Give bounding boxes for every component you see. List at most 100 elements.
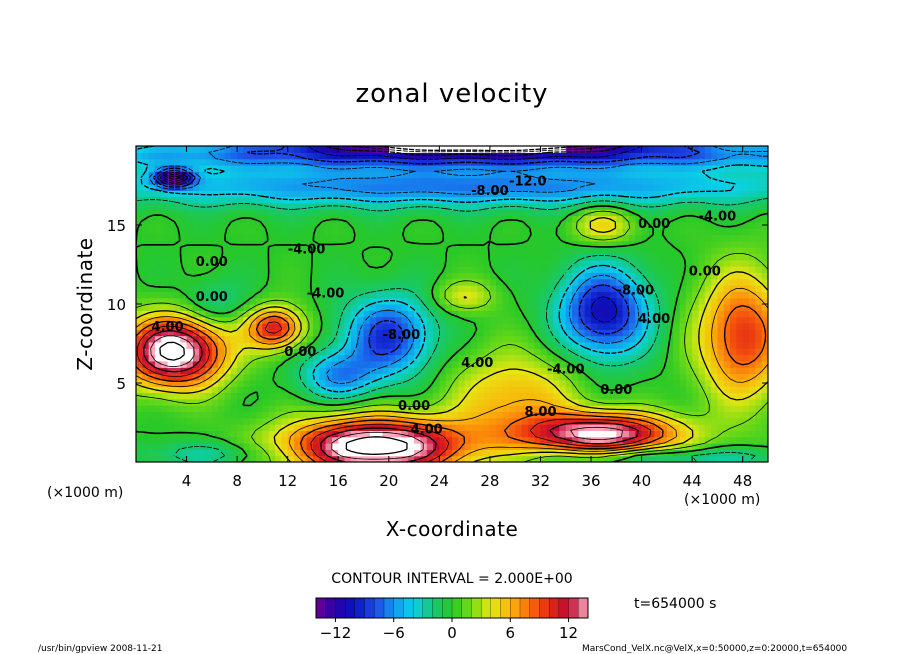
heatmap-cell [559,247,567,255]
heatmap-cell [553,373,561,381]
heatmap-cell [211,424,219,431]
heatmap-cell [426,221,434,229]
heatmap-cell [749,183,756,191]
heatmap-cell [736,417,744,425]
heatmap-cell [483,221,491,229]
chart-title: zonal velocity [355,79,548,109]
heatmap-cell [363,221,371,229]
heatmap-cell [736,152,744,160]
heatmap-cell [502,348,510,356]
heatmap-cell [698,183,706,191]
heatmap-cell [249,272,257,280]
heatmap-cell [723,253,731,261]
heatmap-cell [502,304,510,311]
heatmap-cell [426,310,434,318]
heatmap-cell [167,455,175,462]
heatmap-cell [553,209,561,217]
heatmap-cell [755,367,763,375]
heatmap-cell [173,228,181,236]
heatmap-cell [654,247,662,255]
heatmap-cell [357,266,365,273]
heatmap-cell [704,430,712,438]
heatmap-cell [414,221,421,229]
heatmap-cell [363,234,371,242]
heatmap-cell [395,367,403,375]
heatmap-cell [647,424,655,431]
heatmap-cell [483,152,491,160]
heatmap-cell [262,398,270,406]
heatmap-cell [142,316,150,324]
heatmap-cell [230,436,238,444]
heatmap-cell [496,171,504,179]
heatmap-cell [540,386,548,394]
heatmap-cell [319,297,327,305]
heatmap-cell [502,316,510,324]
heatmap-cell [730,329,737,337]
heatmap-cell [742,329,750,337]
heatmap-cell [654,152,662,160]
heatmap-cell [281,360,289,368]
heatmap-cell [508,316,516,324]
heatmap-cell [268,240,276,248]
heatmap-cell [742,202,750,210]
heatmap-cell [439,405,447,413]
heatmap-cell [483,234,491,242]
heatmap-cell [483,405,491,413]
heatmap-cell [723,164,731,172]
heatmap-cell [224,436,232,444]
heatmap-cell [167,291,175,299]
heatmap-cell [534,417,542,425]
heatmap-cell [534,341,542,349]
heatmap-cell [597,354,605,362]
heatmap-cell [470,221,478,229]
heatmap-cell [395,411,403,419]
heatmap-cell [591,146,598,153]
heatmap-cell [647,436,655,444]
heatmap-cell [445,291,453,299]
heatmap-cell [610,373,617,381]
heatmap-cell [268,316,276,324]
heatmap-cell [685,449,693,457]
heatmap-cell [426,285,434,292]
heatmap-cell [679,329,687,337]
heatmap-cell [388,259,396,267]
heatmap-cell [660,164,668,172]
heatmap-cell [363,436,371,444]
heatmap-cell [230,171,238,179]
heatmap-cell [300,398,308,406]
heatmap-cell [546,304,554,311]
heatmap-cell [407,240,415,248]
heatmap-cell [287,392,295,400]
heatmap-cell [647,304,655,311]
heatmap-cell [622,367,630,375]
heatmap-cell [622,341,630,349]
heatmap-cell [211,398,219,406]
heatmap-cell [635,177,643,185]
heatmap-cell [382,449,390,457]
heatmap-cell [300,386,308,394]
heatmap-cell [483,171,491,179]
heatmap-cell [243,278,251,286]
heatmap-cell [584,322,592,330]
heatmap-cell [692,146,700,153]
heatmap-cell [268,411,276,419]
heatmap-cell [584,436,592,444]
heatmap-cell [395,259,403,267]
heatmap-cell [679,247,687,255]
heatmap-cell [521,436,529,444]
heatmap-cell [755,291,763,299]
heatmap-cell [319,278,327,286]
heatmap-cell [489,183,497,191]
heatmap-cell [275,259,282,267]
heatmap-cell [521,373,529,381]
heatmap-cell [312,449,320,457]
heatmap-cell [654,398,662,406]
heatmap-cell [679,146,687,153]
heatmap-cell [553,443,561,450]
heatmap-cell [199,146,207,153]
heatmap-cell [426,297,434,305]
heatmap-cell [338,278,346,286]
heatmap-cell [553,146,561,153]
heatmap-cell [730,164,737,172]
heatmap-cell [268,278,276,286]
